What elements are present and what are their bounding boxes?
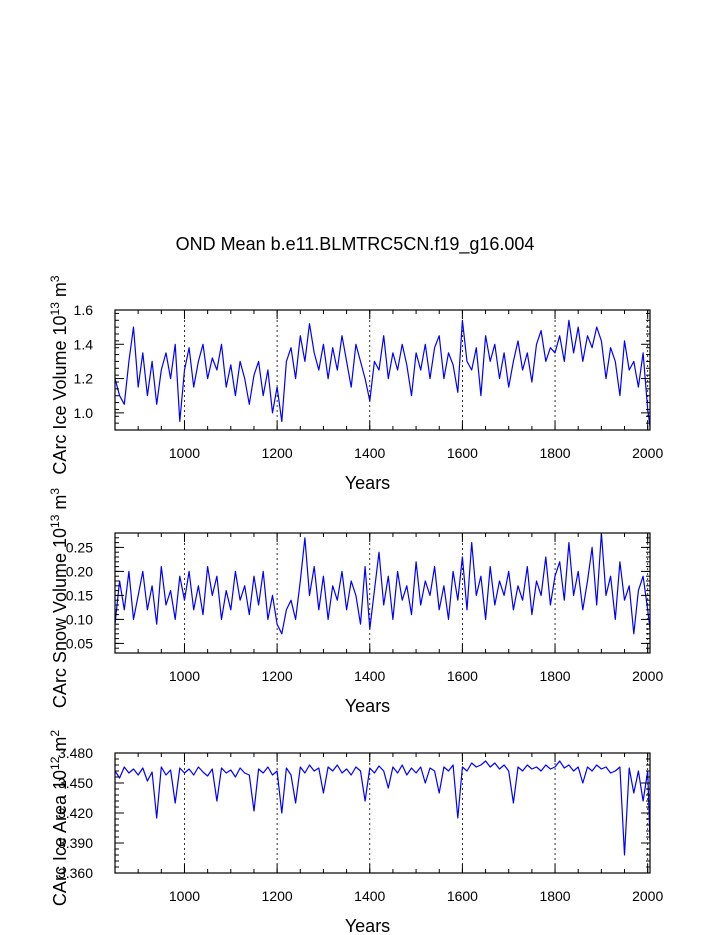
x-tick-label: 1400 xyxy=(354,668,385,684)
chart-panels: 1000 1200 1400 1600 1800 2000 1.0 1.2 1.4 1.6 Year… xyxy=(48,275,663,935)
y-axis-label-main: CArc Ice Volume 10 xyxy=(50,315,70,474)
y-axis-label-main: CArc Ice Area 10 xyxy=(50,770,70,906)
x-tick-label: 1200 xyxy=(262,668,293,684)
y-tick-label: 0.25 xyxy=(66,539,93,555)
y-tick-label: 3.450 xyxy=(58,775,93,791)
x-tick-label: 1200 xyxy=(262,445,293,461)
x-tick-label: 2000 xyxy=(632,445,663,461)
y-axis-label-exponent: 13 xyxy=(48,302,62,316)
data-series-line xyxy=(114,319,651,427)
x-tick-label: 1000 xyxy=(169,888,200,904)
x-tick-label: 2000 xyxy=(632,888,663,904)
plot-frame xyxy=(114,532,651,654)
y-axis-label: CArc Snow Volume 1013 m3 xyxy=(48,488,70,708)
x-tick-label: 1600 xyxy=(447,668,478,684)
x-tick-label: 1000 xyxy=(169,668,200,684)
y-axis-label-main: CArc Snow Volume 10 xyxy=(50,528,70,708)
y-tick-label: 3.390 xyxy=(58,835,93,851)
x-axis-label: Years xyxy=(345,696,390,716)
y-axis-label-unit: m xyxy=(50,495,70,515)
x-axis-label: Years xyxy=(345,473,390,493)
y-tick-label: 1.6 xyxy=(74,302,94,318)
chart-panel-3: 1000 1200 1400 1600 1800 2000 3.360 3.390 3.420 3… xyxy=(48,730,663,935)
y-tick-label: 0.05 xyxy=(66,635,93,651)
y-tick-label: 0.15 xyxy=(66,587,93,603)
y-tick-label: 0.10 xyxy=(66,611,93,627)
chart-panel-2: 1000 1200 1400 1600 1800 2000 0.05 0.10 0.15 0.20… xyxy=(48,488,663,716)
y-tick-label: 3.360 xyxy=(58,865,93,881)
y-tick-label: 1.2 xyxy=(74,371,94,387)
data-series-line xyxy=(114,532,651,635)
y-axis-label-exponent: 12 xyxy=(48,756,62,770)
x-tick-label: 1600 xyxy=(447,445,478,461)
x-tick-label: 1800 xyxy=(539,888,570,904)
x-tick-label: 2000 xyxy=(632,668,663,684)
x-tick-label: 1400 xyxy=(354,888,385,904)
x-tick-label: 1000 xyxy=(169,445,200,461)
y-axis-label: CArc Ice Volume 1013 m3 xyxy=(48,275,70,474)
x-tick-label: 1400 xyxy=(354,445,385,461)
y-tick-label: 0.20 xyxy=(66,563,93,579)
x-tick-label: 1200 xyxy=(262,888,293,904)
chart-title: OND Mean b.e11.BLMTRC5CN.f19_g16.004 xyxy=(176,234,535,255)
y-tick-label: 1.0 xyxy=(74,405,94,421)
y-tick-label: 3.420 xyxy=(58,805,93,821)
plot-frame xyxy=(114,752,651,874)
x-tick-label: 1800 xyxy=(539,445,570,461)
data-series-line xyxy=(114,760,651,856)
x-axis-label: Years xyxy=(345,916,390,935)
y-axis-label-unit: m xyxy=(50,282,70,302)
y-axis-label-unit: m xyxy=(50,737,70,757)
y-axis-label-unit-exponent: 3 xyxy=(48,275,62,282)
y-axis-label: CArc Ice Area 1012 m2 xyxy=(48,730,70,906)
y-axis-label-unit-exponent: 3 xyxy=(48,488,62,495)
plot-frame xyxy=(114,309,651,431)
x-tick-label: 1800 xyxy=(539,668,570,684)
x-tick-label: 1600 xyxy=(447,888,478,904)
y-axis-label-exponent: 13 xyxy=(48,514,62,528)
y-tick-label: 1.4 xyxy=(74,336,94,352)
chart-panel-1: 1000 1200 1400 1600 1800 2000 1.0 1.2 1.4 1.6 Year… xyxy=(48,275,663,493)
y-tick-label: 3.480 xyxy=(58,745,93,761)
y-axis-label-unit-exponent: 2 xyxy=(48,730,62,737)
